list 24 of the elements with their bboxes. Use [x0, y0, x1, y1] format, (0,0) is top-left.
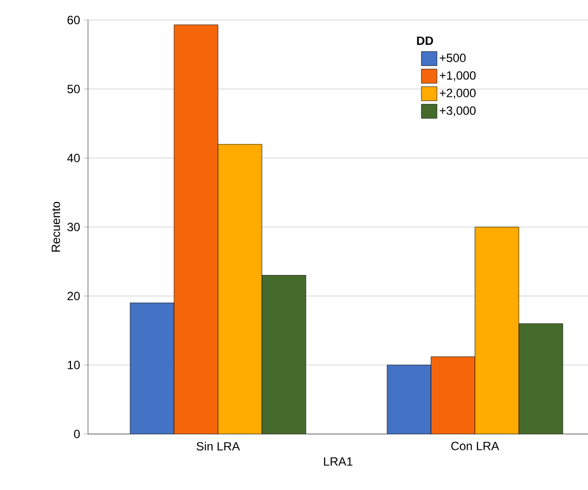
legend-title: DD	[417, 36, 434, 45]
y-tick-label: 30	[67, 222, 80, 232]
legend-label: +3,000	[440, 106, 476, 116]
y-tick-label: 40	[67, 154, 80, 162]
x-tick-label: Sin LRA	[196, 442, 240, 451]
bar	[174, 24, 218, 434]
legend-label: +2,000	[440, 88, 476, 99]
x-axis-title: LRA1	[324, 457, 352, 466]
bar	[430, 356, 476, 434]
legend-label: +500	[440, 54, 466, 62]
x-tick-label: Con LRA	[451, 442, 500, 450]
bar	[474, 226, 520, 434]
legend-label: +1,000	[440, 71, 476, 82]
bar	[386, 364, 432, 434]
y-tick-label: 10	[68, 360, 80, 370]
bar	[518, 323, 564, 434]
bar	[218, 144, 262, 434]
bar	[130, 302, 174, 434]
y-tick-label: 0	[74, 430, 80, 438]
y-tick-label: 20	[68, 292, 80, 300]
y-axis-title: Recuento	[52, 202, 60, 252]
bar	[262, 275, 306, 434]
y-tick-label: 60	[68, 16, 80, 24]
y-tick-label: 50	[67, 84, 80, 94]
